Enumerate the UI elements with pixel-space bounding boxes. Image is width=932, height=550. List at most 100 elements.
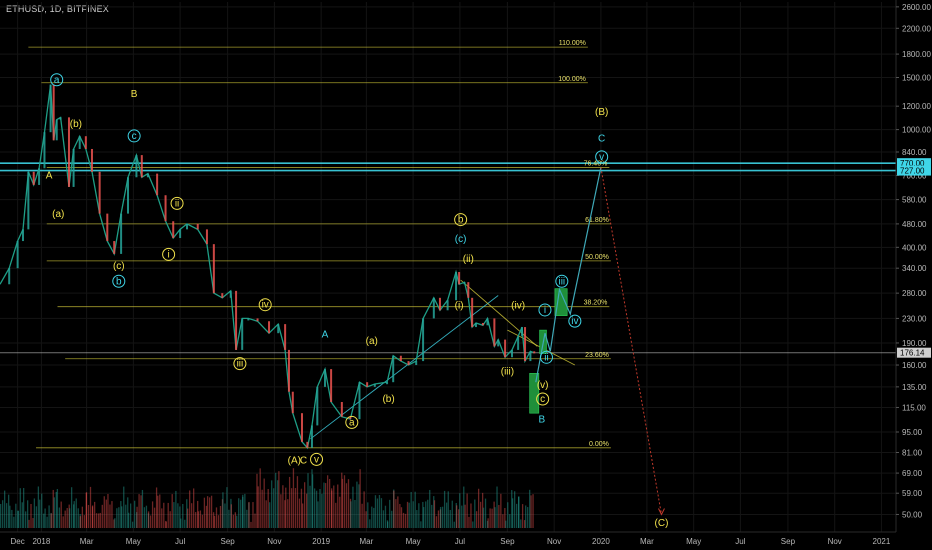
volume-bar xyxy=(234,512,237,528)
y-tick-label: 69.00 xyxy=(902,469,923,478)
target-arrow xyxy=(658,508,665,516)
volume-bar xyxy=(523,520,526,528)
volume-bar xyxy=(206,496,209,528)
volume-bar xyxy=(486,520,489,528)
x-tick-label: Dec xyxy=(11,537,25,546)
volume-bar xyxy=(41,493,43,528)
volume-bar xyxy=(328,478,331,528)
price-line xyxy=(0,84,535,450)
x-tick-label: 2018 xyxy=(32,537,50,546)
volume-bar xyxy=(28,519,30,528)
wave-label: (c) xyxy=(455,234,467,245)
volume-bar xyxy=(70,487,73,528)
candle xyxy=(455,272,458,301)
y-tick-label: 340.00 xyxy=(902,264,927,273)
price-tag-label: 727.00 xyxy=(900,167,925,176)
volume-bar xyxy=(171,494,173,528)
volume-bar xyxy=(132,521,134,528)
wave-label: iv xyxy=(571,316,578,327)
volume-bar xyxy=(439,506,442,528)
volume-bar xyxy=(130,503,132,528)
candle xyxy=(481,322,484,326)
volume-bar xyxy=(83,515,86,528)
volume-bar xyxy=(512,498,514,528)
volume-bar xyxy=(93,501,96,528)
candle xyxy=(52,84,55,141)
y-tick-label: 2600.00 xyxy=(902,3,931,12)
volume-bar xyxy=(169,511,171,528)
wave-label: c xyxy=(540,394,545,405)
volume-bar xyxy=(134,500,136,528)
candle xyxy=(196,223,199,230)
volume-bars xyxy=(0,468,534,528)
volume-bar xyxy=(263,478,265,528)
x-tick-label: Mar xyxy=(359,537,373,546)
y-tick-label: 840.00 xyxy=(902,148,927,157)
wave-label: a xyxy=(54,75,60,86)
y-tick-label: 1500.00 xyxy=(902,74,931,83)
volume-bar xyxy=(203,497,206,528)
volume-bar xyxy=(477,488,480,528)
volume-bar xyxy=(0,504,2,528)
volume-bar xyxy=(449,509,451,528)
candle xyxy=(287,349,290,392)
candle xyxy=(504,339,507,358)
volume-bar xyxy=(525,505,527,528)
volume-bar xyxy=(2,500,4,528)
projection-path xyxy=(529,167,665,516)
volume-bar xyxy=(228,509,230,528)
wave-label: (c) xyxy=(113,261,125,272)
volume-bar xyxy=(9,505,11,528)
wave-label-circle xyxy=(595,150,609,164)
volume-bar xyxy=(354,499,356,528)
volume-bar xyxy=(466,493,468,528)
volume-bar xyxy=(319,489,321,528)
y-tick-label: 59.00 xyxy=(902,489,923,498)
y-axis-panel xyxy=(896,0,932,550)
volume-bar xyxy=(393,490,395,528)
volume-bar xyxy=(147,511,150,528)
candle xyxy=(221,293,224,298)
volume-bar xyxy=(173,502,175,528)
candle xyxy=(140,155,143,178)
y-tick-label: 1000.00 xyxy=(902,126,931,135)
volume-bar xyxy=(79,516,82,528)
price-tag-box xyxy=(897,347,931,358)
volume-bar xyxy=(298,498,301,528)
volume-bar xyxy=(378,495,381,528)
volume-bar xyxy=(17,510,19,528)
volume-bar xyxy=(224,503,226,528)
volume-bar xyxy=(363,491,365,528)
y-tick-label: 480.00 xyxy=(902,220,927,229)
y-tick-label: 700.00 xyxy=(902,171,927,180)
candle xyxy=(186,223,189,230)
wave-label: a xyxy=(349,417,355,428)
volume-bar xyxy=(44,508,46,528)
volume-bar xyxy=(296,476,299,528)
wave-label: A xyxy=(322,329,329,340)
volume-bar xyxy=(259,468,261,528)
candle xyxy=(517,336,520,350)
volume-bar xyxy=(505,520,507,528)
volume-bar xyxy=(189,490,191,528)
candle xyxy=(529,351,532,362)
volume-bar xyxy=(81,506,84,528)
price-tag-box xyxy=(897,158,931,169)
candle xyxy=(55,119,58,141)
volume-bar xyxy=(101,504,103,528)
volume-bar xyxy=(324,483,327,528)
volume-bar xyxy=(201,514,204,528)
wave-label-circle xyxy=(233,357,247,371)
candle xyxy=(524,327,527,362)
volume-bar xyxy=(265,500,267,528)
y-tick-label: 81.00 xyxy=(902,448,923,457)
volume-bar xyxy=(418,503,420,528)
candle xyxy=(467,282,470,298)
volume-bar xyxy=(179,506,181,528)
volume-bar xyxy=(504,508,506,528)
candle xyxy=(458,272,461,285)
volume-bar xyxy=(433,500,436,528)
volume-bar xyxy=(22,488,25,528)
candle xyxy=(415,361,418,366)
